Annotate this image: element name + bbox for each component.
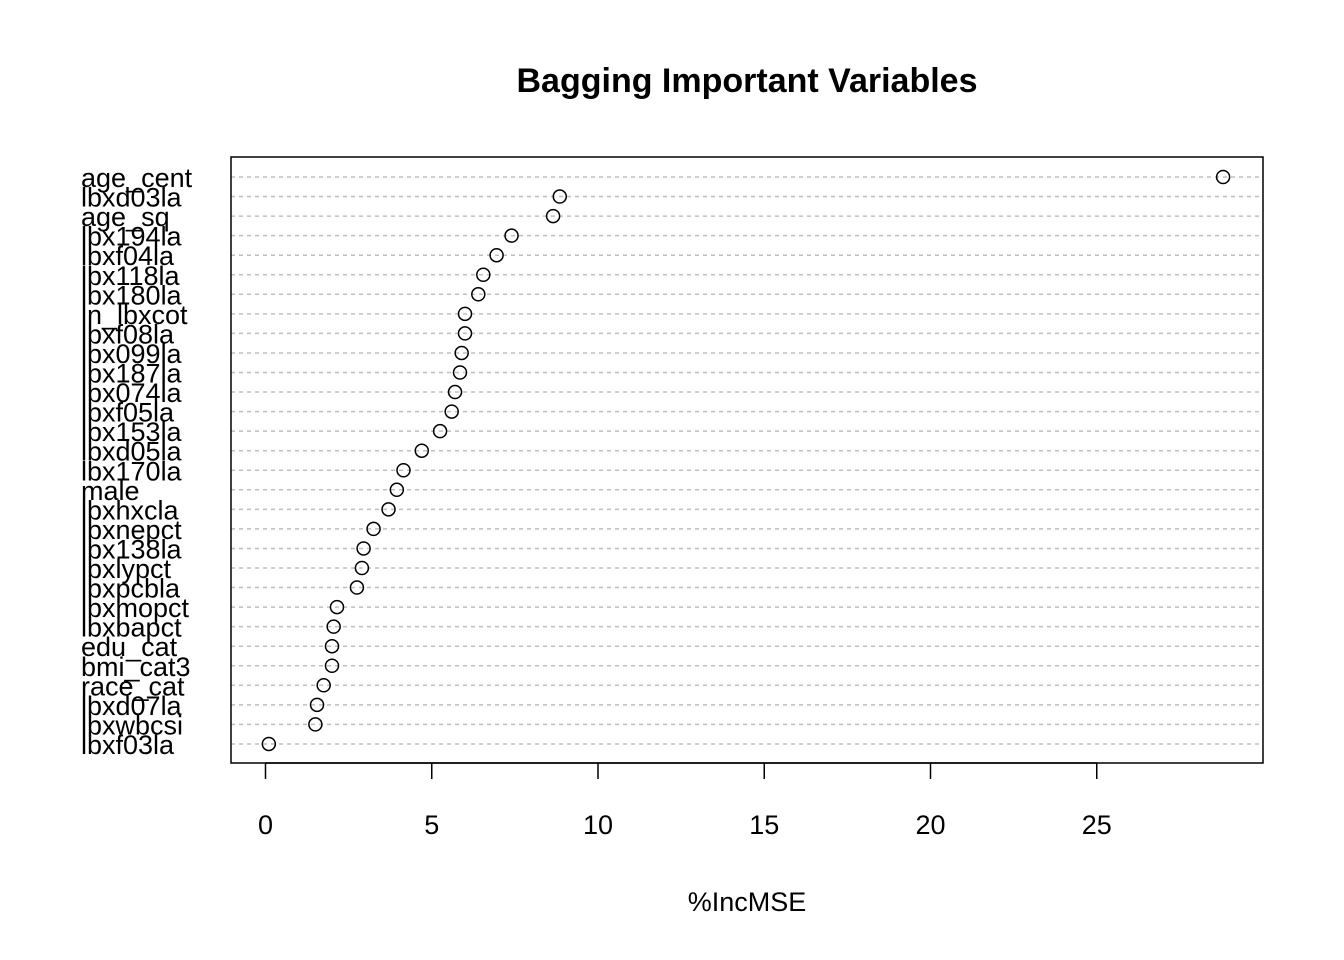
data-point <box>326 619 341 634</box>
data-point <box>504 228 519 243</box>
data-point <box>432 423 448 439</box>
variable-label: lbx180la <box>81 280 183 310</box>
points <box>261 169 1231 752</box>
data-point <box>329 599 345 615</box>
data-point <box>471 287 486 302</box>
variable-label: lbxf08la <box>81 319 175 349</box>
data-point <box>552 189 568 204</box>
data-point <box>324 638 340 654</box>
data-point <box>457 306 473 322</box>
data-point <box>447 384 463 400</box>
x-axis-label: %IncMSE <box>688 887 807 917</box>
variable-label: lbxd03la <box>81 183 183 213</box>
data-point <box>261 736 277 752</box>
variable-label: age_cent <box>81 163 193 193</box>
x-tick-label: 20 <box>915 810 945 840</box>
variable-labels: age_centlbxd03laage_sqlbx194lalbxf04lalb… <box>81 163 193 760</box>
data-point <box>366 521 381 537</box>
variable-label: lbxlypct <box>81 554 172 584</box>
data-point <box>414 443 430 458</box>
x-tick-label: 15 <box>749 810 779 840</box>
variable-label: lbxpcbla <box>81 574 181 604</box>
data-point <box>1215 169 1231 185</box>
x-tick-label: 5 <box>424 810 439 840</box>
data-point <box>324 658 340 673</box>
data-point <box>444 404 459 419</box>
variable-label: edu_cat <box>81 632 178 662</box>
data-point <box>389 482 405 498</box>
data-point <box>545 208 561 224</box>
data-point <box>309 697 325 713</box>
variable-label: lbxf03la <box>81 730 175 760</box>
variable-label: lbx153la <box>81 417 183 447</box>
variable-label: lbx138la <box>81 534 183 564</box>
data-point <box>457 326 473 341</box>
variable-label: lbx099la <box>81 339 183 369</box>
data-point <box>354 560 370 576</box>
data-point <box>489 247 504 263</box>
variable-label: bmi_cat3 <box>81 652 191 682</box>
x-tick-label: 25 <box>1082 810 1112 840</box>
variable-label: race_cat <box>81 671 185 701</box>
variable-label: lbxwbcsi <box>81 710 183 740</box>
x-tick-label: 0 <box>258 810 273 840</box>
data-point <box>308 717 323 732</box>
data-point <box>356 541 371 556</box>
variable-label: lbx187la <box>81 359 183 389</box>
variable-label: lbxf04la <box>81 241 175 271</box>
data-point <box>381 502 396 517</box>
plot-frame <box>230 156 1264 764</box>
variable-label: lbxnepct <box>81 515 182 545</box>
variable-label: lbxf05la <box>81 398 175 428</box>
x-axis: 0 5 10 15 20 25 <box>258 762 1112 840</box>
data-point <box>396 463 411 478</box>
variable-label: lbxmopct <box>81 593 190 623</box>
x-tick-label: 10 <box>583 810 613 840</box>
variable-label: lbx118la <box>81 261 181 291</box>
gridlines <box>231 176 1263 745</box>
data-point <box>349 580 365 595</box>
data-point <box>316 678 331 693</box>
variable-label: lbx074la <box>81 378 183 408</box>
variable-label: age_sq <box>81 202 170 232</box>
chart-title: Bagging Important Variables <box>517 62 978 100</box>
data-point <box>476 267 491 282</box>
variable-label: lbxd07la <box>81 691 183 721</box>
data-point <box>454 345 469 361</box>
variable-label: lbxhxcla <box>81 495 180 525</box>
variable-label: lbx194la <box>81 222 183 252</box>
variable-label: male <box>81 476 140 506</box>
variable-label: lbx170la <box>81 456 183 486</box>
variable-label: lbxd05la <box>81 437 183 467</box>
data-point <box>452 365 468 380</box>
variable-label: ln_lbxcot <box>81 300 188 330</box>
variable-label: lbxbapct <box>81 613 182 643</box>
